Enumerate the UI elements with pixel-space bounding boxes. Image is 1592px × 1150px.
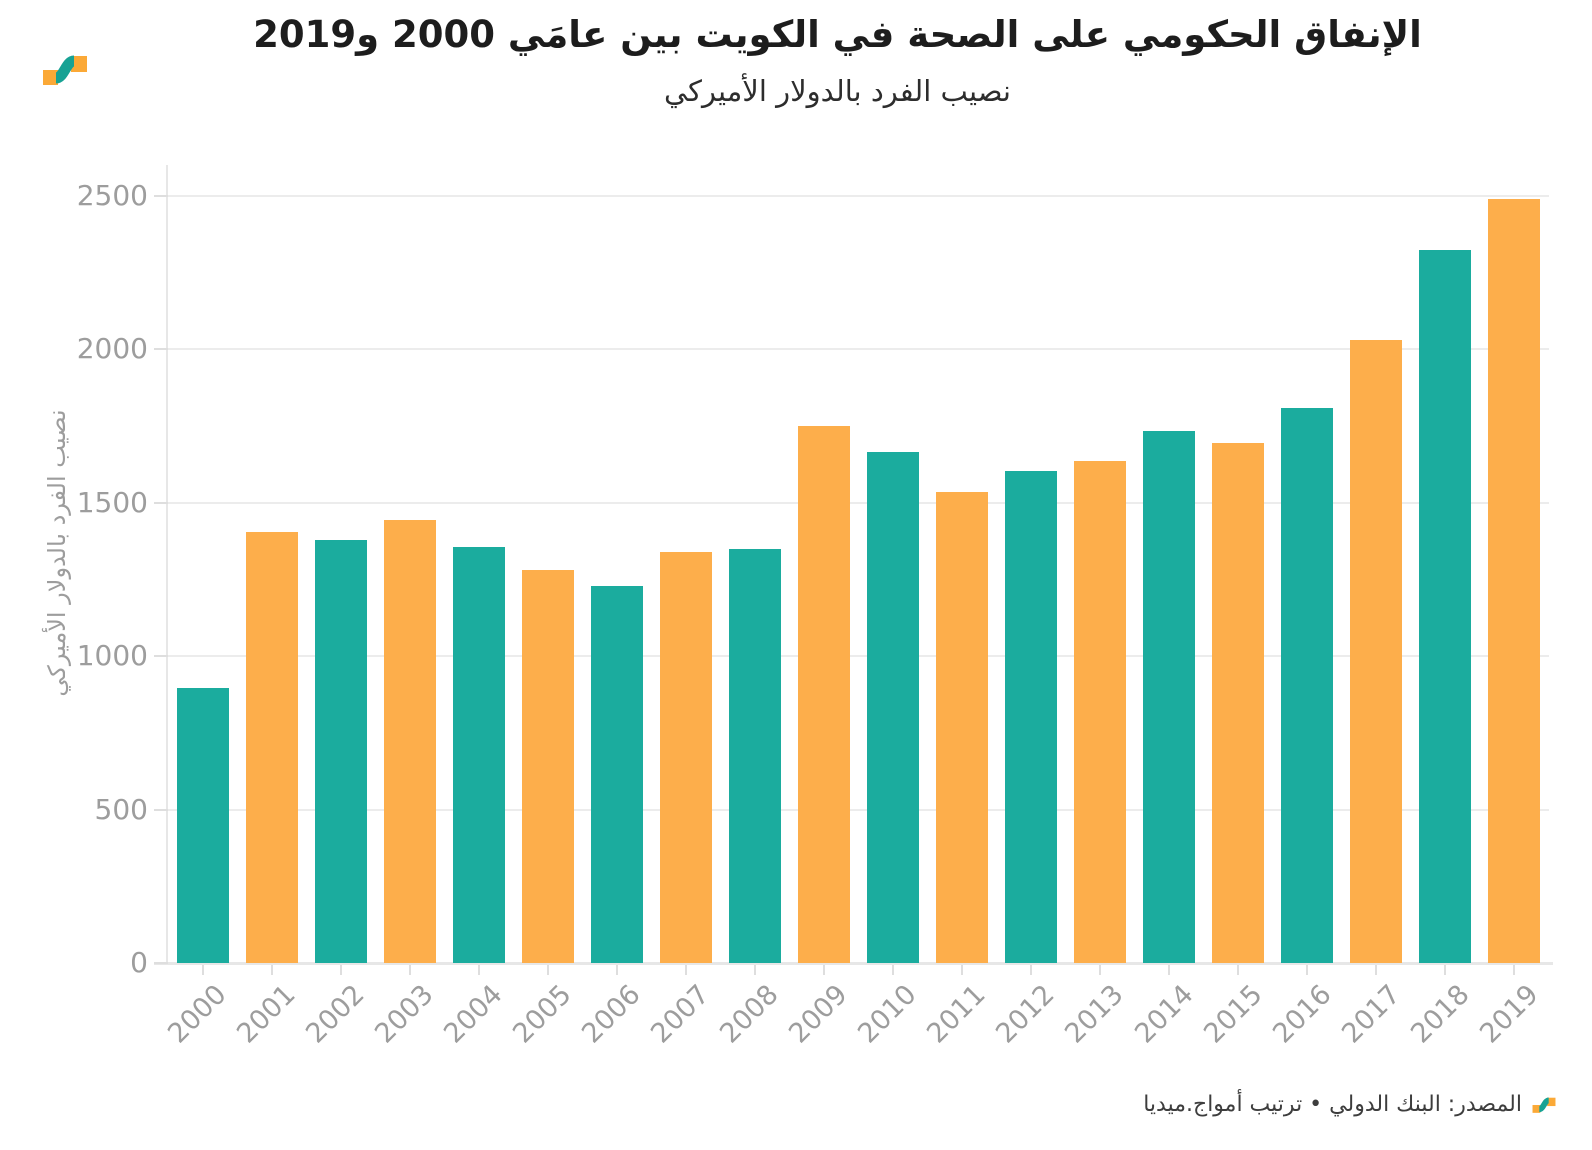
x-tick-label: 2018: [1404, 979, 1476, 1050]
x-tick-label: 2017: [1335, 979, 1407, 1050]
x-tick-mark-2014: [1168, 965, 1171, 975]
x-tick-label: 2003: [369, 979, 440, 1050]
x-tick-mark-2013: [1099, 965, 1102, 975]
bar-2018: [1419, 249, 1472, 963]
y-axis-title: نصيب الفرد بالدولار الأميركي: [43, 409, 71, 697]
x-tick-mark-2002: [339, 965, 342, 975]
x-tick-mark-2005: [546, 965, 549, 975]
amwaj-logo-icon: [43, 55, 87, 85]
x-tick-label: 2013: [1059, 979, 1131, 1050]
bar-2010: [867, 452, 920, 963]
x-tick-mark-2011: [961, 965, 964, 975]
bar-2000: [176, 688, 229, 963]
x-tick-label: 2008: [714, 979, 785, 1050]
bar-2017: [1350, 340, 1403, 963]
x-tick-mark-2009: [822, 965, 825, 975]
x-tick-label: 2014: [1128, 979, 1200, 1050]
x-tick-label: 2009: [783, 979, 854, 1050]
bar-2015: [1212, 442, 1265, 963]
x-tick-mark-2004: [477, 965, 480, 975]
gridline-1000: [168, 655, 1549, 658]
chart-title: الإنفاق الحكومي على الصحة في الكويت بين …: [253, 13, 1422, 56]
x-tick-label: 2001: [230, 979, 302, 1050]
x-tick-mark-2012: [1030, 965, 1033, 975]
x-tick-label: 2015: [1197, 979, 1269, 1050]
source-text: المصدر: البنك الدولي • ترتيب أمواج.ميديا: [1143, 1092, 1522, 1117]
x-tick-mark-2010: [892, 965, 895, 975]
bar-2007: [659, 551, 712, 963]
bar-2019: [1488, 199, 1541, 963]
x-tick-mark-2016: [1306, 965, 1309, 975]
x-tick-mark-2017: [1375, 965, 1378, 975]
logo-wave: [54, 55, 76, 84]
footer-source: المصدر: البنك الدولي • ترتيب أمواج.ميديا: [1143, 1092, 1556, 1117]
y-tick-label: 2500: [76, 179, 148, 212]
y-tick-label: 2000: [76, 332, 148, 366]
x-tick-label: 2007: [645, 979, 716, 1050]
x-axis-line: [154, 962, 1553, 965]
bar-2006: [590, 585, 643, 963]
gridline-2500: [168, 195, 1549, 197]
x-tick-label: 2012: [990, 979, 1062, 1050]
bar-2008: [728, 548, 781, 963]
y-tick-mark-2000: [154, 348, 168, 351]
y-tick-mark-500: [154, 808, 168, 811]
x-tick-mark-2007: [684, 965, 687, 975]
logo-square-top-right: [71, 56, 87, 72]
bar-2002: [314, 539, 367, 963]
y-tick-mark-1500: [154, 501, 168, 504]
bar-2011: [936, 492, 989, 963]
y-axis-line: [166, 165, 168, 963]
bar-2001: [245, 531, 298, 963]
logo-square-bottom-left: [43, 70, 58, 85]
x-tick-label: 2004: [438, 979, 509, 1050]
bar-2003: [383, 519, 436, 963]
x-tick-label: 2010: [852, 979, 923, 1050]
x-tick-mark-2015: [1237, 965, 1240, 975]
footer-logo-icon: [1532, 1097, 1556, 1113]
bar-2004: [452, 547, 505, 963]
x-tick-label: 2005: [507, 979, 578, 1050]
gridline-500: [168, 808, 1549, 811]
gridline-1500: [168, 501, 1549, 504]
bar-2014: [1143, 430, 1196, 963]
x-tick-mark-2000: [201, 965, 204, 975]
x-tick-mark-2001: [270, 965, 273, 975]
x-tick-mark-2006: [615, 965, 618, 975]
bar-2016: [1281, 407, 1334, 963]
x-tick-label: 2016: [1266, 979, 1338, 1050]
bar-2005: [521, 570, 574, 963]
x-tick-label: 2019: [1473, 979, 1545, 1050]
y-tick-label: 500: [94, 792, 148, 826]
bar-2012: [1005, 470, 1058, 963]
y-tick-mark-0: [154, 962, 168, 964]
y-tick-mark-2500: [154, 195, 168, 197]
gridline-2000: [168, 348, 1549, 351]
bar-2013: [1074, 461, 1127, 963]
x-tick-label: 2006: [576, 979, 647, 1050]
x-tick-mark-2019: [1513, 965, 1516, 975]
x-tick-label: 2011: [921, 979, 992, 1050]
chart-subtitle: نصيب الفرد بالدولار الأميركي: [664, 74, 1011, 108]
y-tick-label: 0: [130, 946, 148, 979]
y-tick-label: 1000: [76, 639, 148, 673]
y-tick-mark-1000: [154, 655, 168, 658]
x-tick-label: 2000: [161, 979, 233, 1050]
bar-2009: [797, 426, 850, 963]
y-tick-label: 1500: [76, 485, 148, 519]
plot-area: 0 500 1000 1500 2000 2500 2000 2001 2002 2003 2004…: [77, 165, 1553, 1050]
x-tick-mark-2003: [408, 965, 411, 975]
x-tick-label: 2002: [300, 979, 371, 1050]
x-tick-mark-2018: [1444, 965, 1447, 975]
x-tick-mark-2008: [753, 965, 756, 975]
